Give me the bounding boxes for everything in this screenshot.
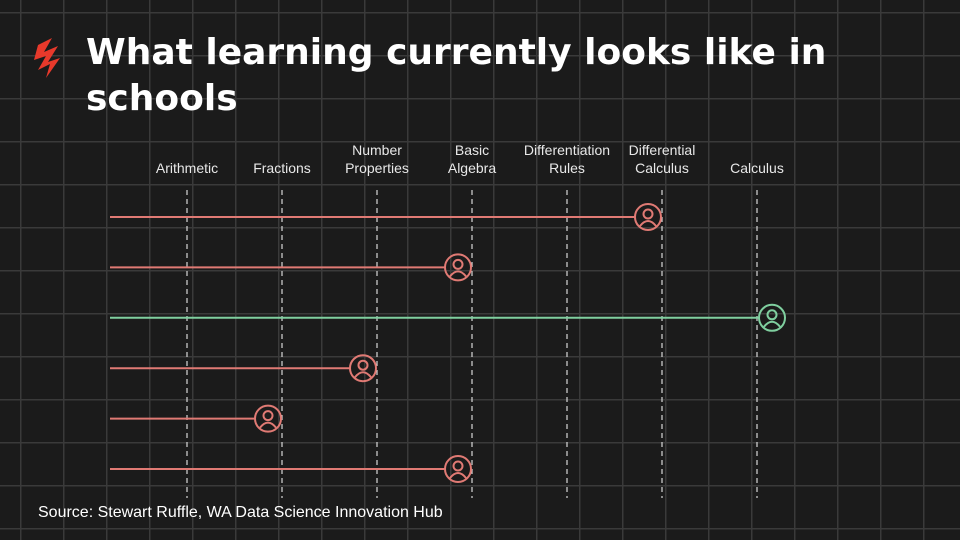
marker-ring: [634, 203, 662, 231]
marker-head: [452, 460, 464, 472]
marker-body: [449, 270, 467, 278]
marker-body: [763, 320, 781, 328]
student-marker: [349, 354, 377, 383]
category-label: Arithmetic: [156, 160, 218, 176]
marker-ring: [444, 455, 472, 483]
category-label: Basic Algebra: [448, 142, 496, 176]
logo: [34, 38, 60, 78]
marker-ring: [758, 303, 786, 332]
marker-ring: [444, 253, 472, 282]
marker-body: [639, 220, 657, 227]
marker-body: [354, 371, 372, 378]
category-label: Fractions: [253, 160, 311, 176]
marker-head: [766, 309, 778, 321]
category-label: Calculus: [730, 160, 784, 176]
student-marker: [634, 203, 662, 231]
marker-body: [259, 421, 277, 429]
marker-head: [357, 359, 369, 371]
marker-body: [449, 472, 467, 479]
source: Source: Stewart Ruffle, WA Data Science …: [38, 504, 443, 521]
marker-ring: [349, 354, 377, 383]
category-label: Number Properties: [345, 142, 409, 176]
student-marker: [758, 303, 786, 332]
marker-head: [262, 410, 274, 422]
student-marker: [254, 404, 282, 433]
category-label: Differentiation Rules: [524, 142, 610, 176]
marker-head: [452, 258, 464, 270]
marker-head: [642, 208, 654, 220]
marker-ring: [254, 404, 282, 433]
student-marker: [444, 455, 472, 483]
title: What learning currently looks like in sc…: [86, 32, 827, 119]
student-marker: [444, 253, 472, 282]
category-label: Differential Calculus: [629, 142, 696, 176]
